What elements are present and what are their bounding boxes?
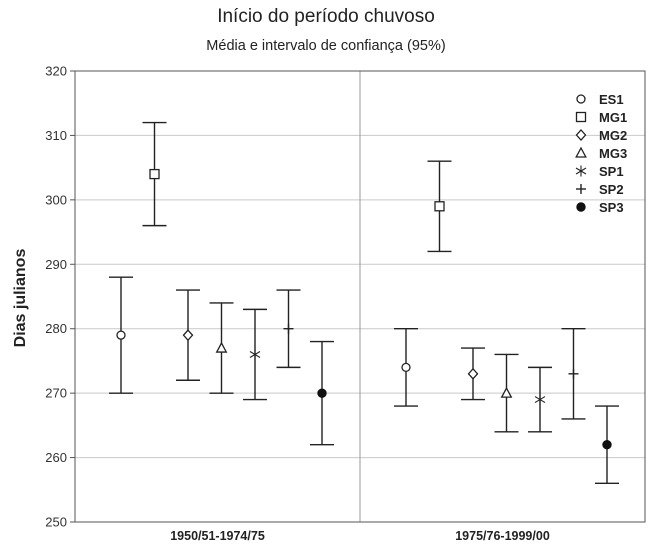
y-tick-label: 310: [45, 128, 67, 143]
axes: 250 260 270 280 290 300 310 320 1950/51-1974/75 1…: [45, 64, 646, 543]
chart-title: Início do período chuvoso: [217, 6, 435, 27]
mean-marker-es1: [401, 362, 411, 373]
x-tick-label: 1975/76-1999/00: [455, 529, 550, 543]
y-tick-label: 290: [45, 257, 67, 272]
mean-marker-sp2: [283, 323, 294, 334]
mean-marker-sp3: [317, 388, 327, 398]
mean-marker-sp2: [568, 368, 579, 379]
legend-item-sp3: SP3: [576, 200, 624, 215]
legend-marker: [575, 165, 587, 177]
legend-label: ES1: [599, 92, 624, 107]
legend-marker: [575, 129, 587, 141]
plot-frame: [74, 70, 646, 523]
mean-marker-sp1: [249, 348, 261, 360]
legend-label: SP3: [599, 200, 624, 215]
grid: [75, 71, 645, 522]
mean-marker-es1: [116, 330, 126, 340]
mean-marker-sp3: [602, 439, 612, 450]
mean-marker-mg2: [467, 367, 479, 380]
x-tick-label: 1950/51-1974/75: [170, 529, 265, 543]
legend: ES1 MG1 MG2 MG3 SP1 SP2 SP3: [575, 92, 627, 215]
legend-label: MG3: [599, 146, 627, 161]
series-marks: [109, 121, 619, 485]
legend-item-mg2: MG2: [575, 128, 627, 143]
legend-marker: [575, 146, 587, 158]
y-tick-label: 260: [45, 450, 67, 465]
legend-item-es1: ES1: [576, 92, 624, 107]
y-tick-label: 300: [45, 192, 67, 207]
mean-marker-mg1: [434, 201, 445, 212]
y-tick-label: 250: [45, 515, 67, 530]
legend-item-mg1: MG1: [575, 110, 627, 125]
chart-subtitle: Média e intervalo de confiança (95%): [206, 38, 446, 54]
mean-marker-mg3: [500, 386, 513, 398]
y-tick-label: 280: [45, 321, 67, 336]
legend-label: MG1: [599, 110, 627, 125]
legend-item-sp2: SP2: [576, 182, 624, 197]
legend-item-sp1: SP1: [575, 164, 624, 179]
y-tick-label: 270: [45, 386, 67, 401]
y-tick-label: 320: [45, 64, 67, 79]
legend-marker: [576, 184, 586, 194]
legend-label: SP1: [599, 164, 624, 179]
legend-label: MG2: [599, 128, 627, 143]
legend-marker: [575, 111, 587, 123]
mean-marker-sp1: [534, 394, 546, 406]
legend-item-mg3: MG3: [575, 146, 627, 161]
legend-label: SP2: [599, 182, 624, 197]
mean-marker-mg2: [182, 329, 194, 342]
legend-marker: [576, 94, 586, 104]
y-axis-label: Dias julianos: [12, 249, 29, 348]
legend-marker: [576, 202, 586, 212]
mean-marker-mg3: [215, 341, 228, 353]
mean-marker-mg1: [149, 168, 160, 180]
